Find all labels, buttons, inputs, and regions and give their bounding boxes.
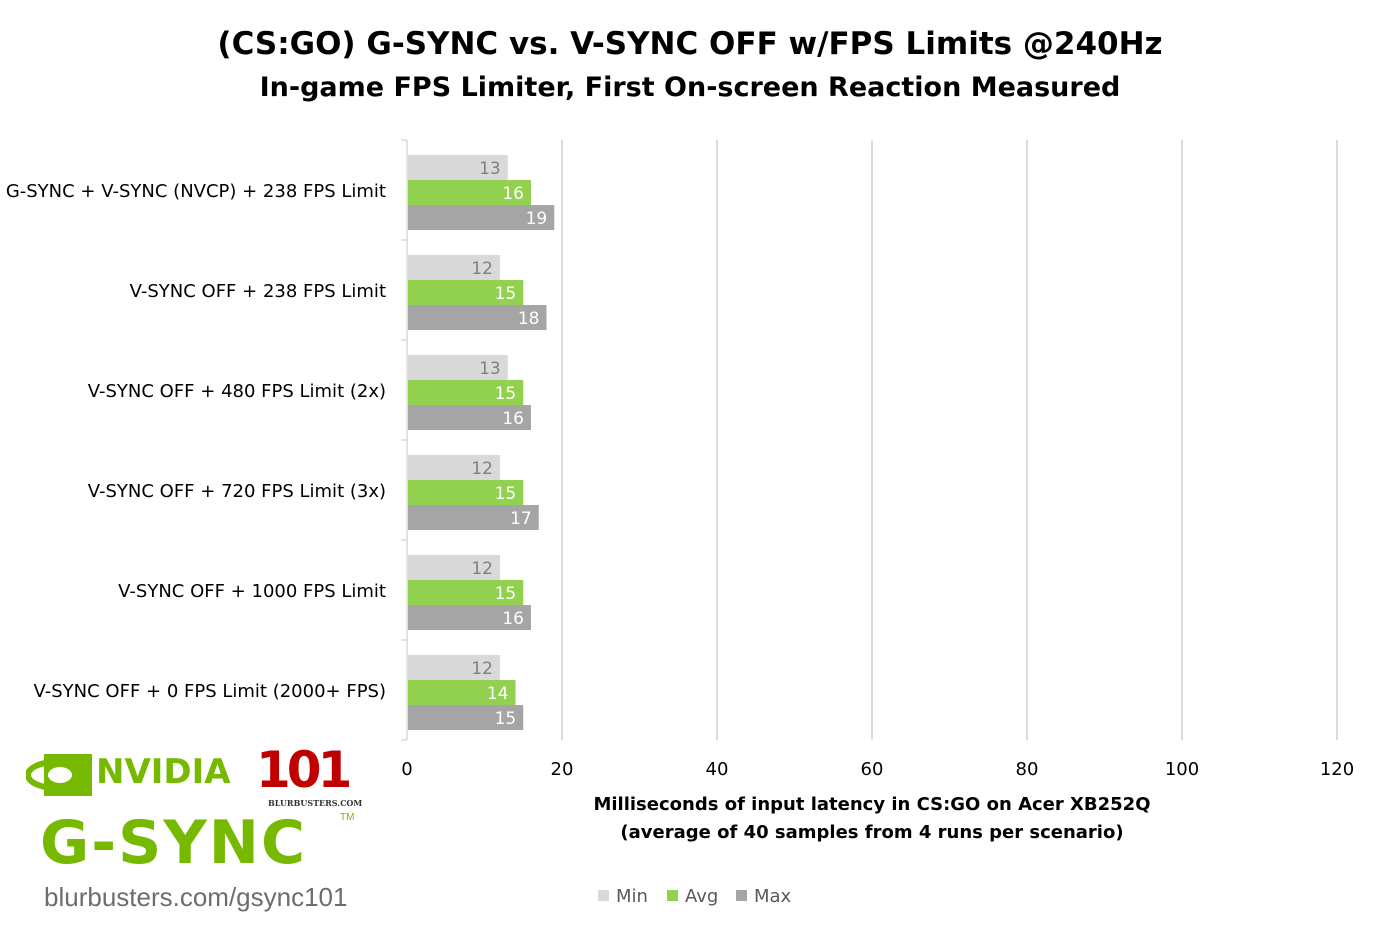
legend-swatch-max [736, 890, 747, 901]
x-tick-label: 100 [1165, 759, 1199, 780]
bar-avg [408, 180, 531, 205]
data-label: 15 [495, 284, 517, 304]
data-label: 17 [510, 509, 532, 529]
data-label: 12 [471, 559, 493, 579]
bar-max [408, 505, 539, 530]
nvidia-eye-icon [26, 754, 92, 796]
bar-min [408, 655, 500, 680]
data-label: 13 [479, 359, 501, 379]
logo-tm: TM [340, 812, 355, 823]
bar-max [408, 305, 547, 330]
data-label: 14 [487, 684, 509, 704]
bar-max [408, 405, 531, 430]
data-label: 16 [502, 409, 524, 429]
data-label: 12 [471, 459, 493, 479]
bar-avg [408, 680, 516, 705]
data-label: 16 [502, 184, 524, 204]
bar-max [408, 605, 531, 630]
logo-101: 101 [256, 741, 352, 799]
logo-gsync: G-SYNC [40, 808, 308, 878]
data-label: 18 [518, 309, 540, 329]
category-label: V-SYNC OFF + 1000 FPS Limit [118, 581, 386, 602]
legend-swatch-min [598, 890, 609, 901]
data-label: 12 [471, 259, 493, 279]
logo-url: blurbusters.com/gsync101 [44, 882, 348, 912]
x-tick-label: 60 [861, 759, 884, 780]
nvidia-gsync-logo: NVIDIA 101 BLURBUSTERS.COM G-SYNC TM blu… [22, 744, 372, 918]
category-label: V-SYNC OFF + 0 FPS Limit (2000+ FPS) [34, 681, 387, 702]
bar-avg [408, 280, 524, 305]
legend-label-max: Max [754, 886, 792, 907]
bar-avg [408, 380, 524, 405]
bar-min [408, 555, 500, 580]
bar-avg [408, 580, 524, 605]
x-axis-label: Milliseconds of input latency in CS:GO o… [593, 794, 1150, 815]
chart-title: (CS:GO) G-SYNC vs. V-SYNC OFF w/FPS Limi… [217, 26, 1163, 62]
x-tick-label: 20 [551, 759, 574, 780]
category-label: V-SYNC OFF + 480 FPS Limit (2x) [88, 381, 386, 402]
category-label: G-SYNC + V-SYNC (NVCP) + 238 FPS Limit [6, 181, 386, 202]
bar-min [408, 455, 500, 480]
category-label: V-SYNC OFF + 238 FPS Limit [130, 281, 386, 302]
logo-nvidia: NVIDIA [96, 752, 231, 792]
x-tick-label: 0 [401, 759, 412, 780]
data-label: 19 [526, 209, 548, 229]
chart-subtitle: In-game FPS Limiter, First On-screen Rea… [259, 72, 1121, 103]
bar-min [408, 355, 508, 380]
data-label: 12 [471, 659, 493, 679]
data-label: 16 [502, 609, 524, 629]
bar-max [408, 205, 555, 230]
data-label: 15 [495, 484, 517, 504]
logo-site: BLURBUSTERS.COM [268, 798, 363, 808]
legend-label-min: Min [616, 886, 648, 907]
bar-min [408, 255, 500, 280]
x-axis-label-2: (average of 40 samples from 4 runs per s… [620, 822, 1123, 843]
data-label: 15 [495, 384, 517, 404]
legend-label-avg: Avg [685, 886, 718, 907]
data-label: 13 [479, 159, 501, 179]
bar-avg [408, 480, 524, 505]
bar-max [408, 705, 524, 730]
bar-min [408, 155, 508, 180]
x-tick-label: 120 [1320, 759, 1354, 780]
data-label: 15 [495, 584, 517, 604]
category-label: V-SYNC OFF + 720 FPS Limit (3x) [88, 481, 386, 502]
x-tick-label: 80 [1016, 759, 1039, 780]
x-tick-label: 40 [706, 759, 729, 780]
legend-swatch-avg [667, 890, 678, 901]
data-label: 15 [495, 709, 517, 729]
